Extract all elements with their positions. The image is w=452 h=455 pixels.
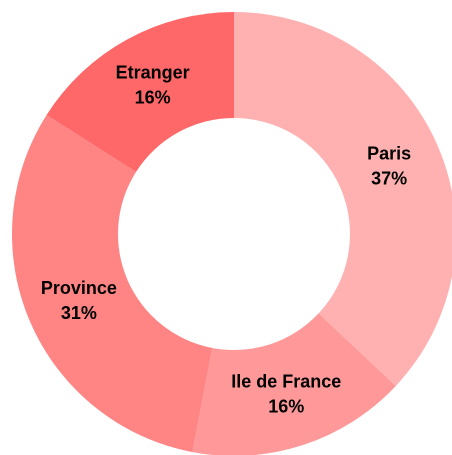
value-label: 31% [61,303,97,323]
slice [234,12,452,386]
value-label: 37% [371,169,407,189]
value-label: 16% [268,396,304,416]
slice [11,115,213,453]
slice-label: Ile de France [231,371,341,391]
slice [192,313,396,455]
slice-label: Province [41,278,117,298]
slice-label: Etranger [116,63,190,83]
slice [46,12,234,172]
value-label: 16% [135,88,171,108]
slice-label: Paris [367,144,411,164]
